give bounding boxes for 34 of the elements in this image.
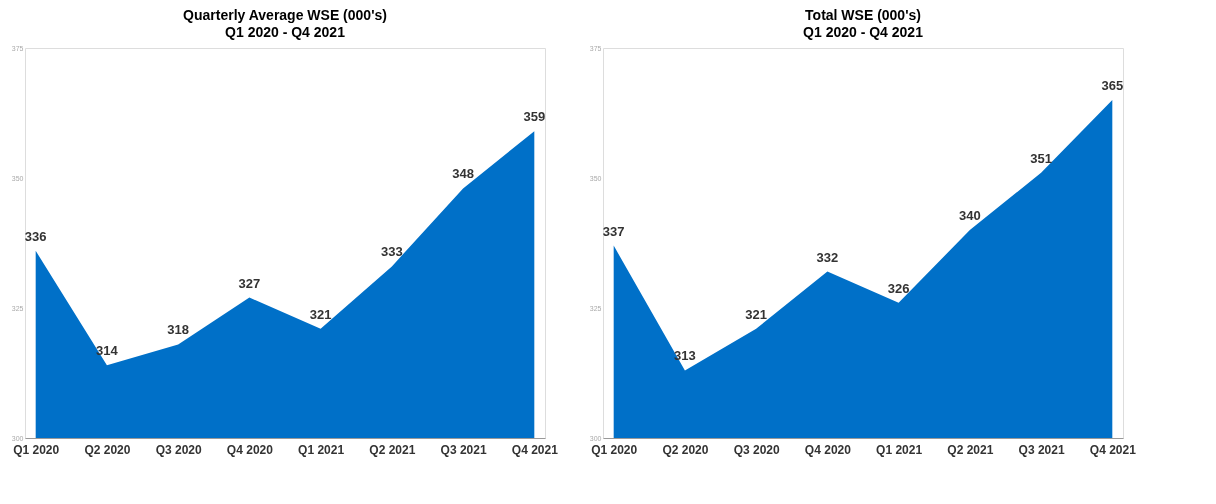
- x-tick-label: Q2 2020: [84, 442, 131, 457]
- data-label: 332: [816, 249, 839, 265]
- data-label: 336: [24, 228, 47, 244]
- x-tick-label: Q2 2021: [947, 442, 994, 457]
- x-tick-label: Q1 2020: [591, 442, 638, 457]
- data-label: 326: [887, 280, 910, 296]
- data-label: 365: [1101, 78, 1124, 93]
- data-label: 327: [238, 275, 261, 291]
- x-tick-label: Q2 2020: [662, 442, 709, 457]
- x-tick-label: Q1 2020: [13, 442, 60, 457]
- chart-title: Quarterly Average WSE (000's): [183, 7, 387, 23]
- data-label: 359: [523, 109, 546, 125]
- x-tick-label: Q4 2020: [804, 442, 852, 457]
- x-tick-label: Q1 2021: [298, 442, 345, 457]
- x-tick-label: Q4 2020: [226, 442, 274, 457]
- data-label: 333: [381, 244, 403, 260]
- x-tick-label: Q3 2021: [440, 442, 487, 457]
- x-tick-label: Q3 2021: [1018, 442, 1065, 457]
- data-label: 351: [1030, 150, 1052, 166]
- data-label: 321: [745, 306, 767, 322]
- chart-title: Total WSE (000's): [805, 7, 921, 23]
- x-tick-label: Q4 2021: [1089, 442, 1137, 457]
- data-label: 321: [309, 306, 332, 322]
- x-tick-label: Q1 2021: [876, 442, 923, 457]
- data-label: 340: [959, 208, 981, 223]
- chart-subtitle: Q1 2020 - Q4 2021: [225, 24, 346, 40]
- x-tick-label: Q4 2021: [511, 442, 559, 457]
- x-tick-label: Q3 2020: [733, 442, 780, 457]
- chart-subtitle: Q1 2020 - Q4 2021: [803, 24, 924, 40]
- x-tick-label: Q3 2020: [155, 442, 202, 457]
- x-tick-label: Q2 2021: [369, 442, 416, 457]
- data-label: 318: [167, 322, 189, 338]
- data-label: 337: [602, 223, 625, 239]
- data-label: 348: [452, 166, 474, 182]
